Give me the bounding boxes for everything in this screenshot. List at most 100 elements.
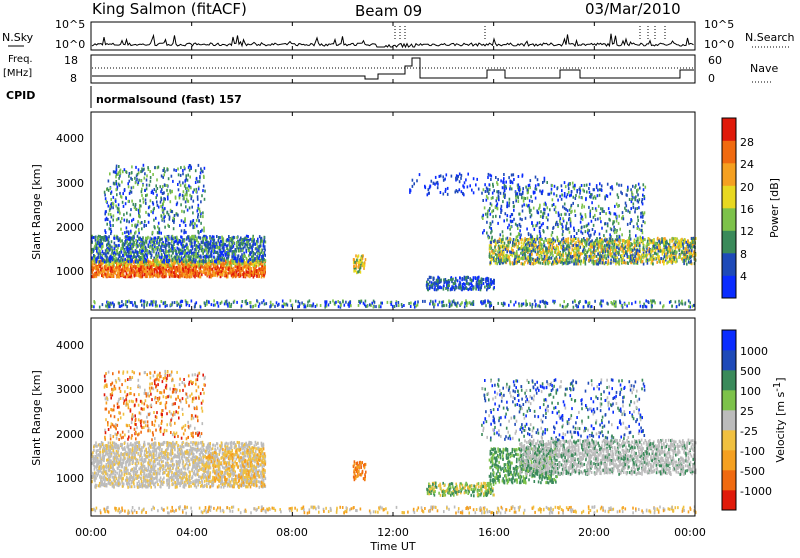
power-cell [178, 188, 180, 191]
power-cell [189, 273, 191, 276]
power-cell [236, 270, 238, 273]
nave-label: Nave [750, 62, 778, 75]
power-cell [139, 258, 141, 261]
power-cell [202, 215, 204, 218]
power-cell [145, 249, 147, 252]
power-cell [137, 254, 139, 257]
power-cell [112, 274, 114, 277]
power-cell [104, 261, 106, 264]
power-cell [145, 202, 147, 205]
power-cell [133, 203, 135, 206]
power-cell [678, 240, 680, 243]
power-cell [454, 282, 456, 285]
power-cell [122, 245, 124, 248]
power-cell [103, 239, 105, 242]
power-cell [443, 281, 445, 284]
power-cell [122, 259, 124, 262]
power-cell [154, 237, 156, 240]
power-cell [177, 242, 179, 245]
power-cell [159, 256, 161, 259]
power-cell [195, 181, 197, 184]
power-cell [158, 274, 160, 277]
power-cell [239, 243, 241, 246]
power-cell [164, 256, 166, 259]
power-cell [620, 246, 622, 249]
power-cell [227, 252, 229, 255]
noise-line [92, 34, 694, 47]
power-cell [170, 248, 172, 251]
power-cell [117, 207, 119, 210]
power-cell [466, 280, 468, 283]
power-cell [545, 258, 547, 261]
power-cell [122, 192, 124, 195]
power-cell [163, 200, 165, 203]
power-cell [128, 260, 130, 263]
power-cell [196, 272, 198, 275]
power-cell [434, 281, 436, 284]
power-cell [235, 253, 237, 256]
power-cell [157, 254, 159, 257]
power-cell [476, 281, 478, 284]
power-cell [166, 266, 168, 269]
power-cell [653, 241, 655, 244]
power-cell [189, 224, 191, 227]
power-cell [223, 257, 225, 260]
power-cell [164, 270, 166, 273]
power-cell [192, 211, 194, 214]
power-cell [167, 168, 169, 171]
power-cell [176, 256, 178, 259]
power-cell [189, 169, 191, 172]
power-cell [139, 207, 141, 210]
power-cell [199, 236, 201, 239]
power-cell [261, 276, 263, 279]
power-cell [199, 210, 201, 213]
power-cell [251, 274, 253, 277]
power-cell [219, 273, 221, 276]
power-cell [156, 252, 158, 255]
power-cell [236, 241, 238, 244]
noise-tick-right-bottom: 10^0 [704, 38, 734, 51]
power-cell [228, 268, 230, 271]
power-cell [201, 229, 203, 232]
power-cell [119, 170, 121, 173]
power-cell [239, 258, 241, 261]
power-cell [134, 177, 136, 180]
power-cell [557, 246, 559, 249]
power-cell [689, 244, 691, 247]
power-cell [494, 246, 496, 249]
power-cell [110, 224, 112, 227]
power-cell [113, 214, 115, 217]
power-cell [160, 205, 162, 208]
power-cell [547, 238, 549, 241]
power-cell [96, 244, 98, 247]
power-cell [459, 286, 461, 289]
power-cell [167, 270, 169, 273]
power-cell [161, 188, 163, 191]
power-cell [183, 258, 185, 261]
power-cell [98, 273, 100, 276]
power-cell [119, 212, 121, 215]
power-cell [627, 262, 629, 265]
power-cell [107, 243, 109, 246]
power-cell [568, 245, 570, 248]
power-cell [199, 257, 201, 260]
power-cell [191, 206, 193, 209]
power-cell [190, 164, 192, 167]
power-cell [656, 261, 658, 264]
power-cell [263, 274, 265, 277]
power-cell [136, 178, 138, 181]
power-cell [166, 255, 168, 258]
power-cell [113, 257, 115, 260]
power-cell [251, 240, 253, 243]
power-cell [478, 286, 480, 289]
power-cell [230, 249, 232, 252]
power-cell [111, 240, 113, 243]
power-cell [124, 189, 126, 192]
power-cell [168, 273, 170, 276]
power-cell [549, 243, 551, 246]
power-cell [617, 261, 619, 264]
noise-panel: N.Sky 10^5 10^0 10^5 10^0 N.Search [2, 18, 795, 51]
power-cell [94, 247, 96, 250]
power-cell [200, 267, 202, 270]
power-cell [177, 238, 179, 241]
